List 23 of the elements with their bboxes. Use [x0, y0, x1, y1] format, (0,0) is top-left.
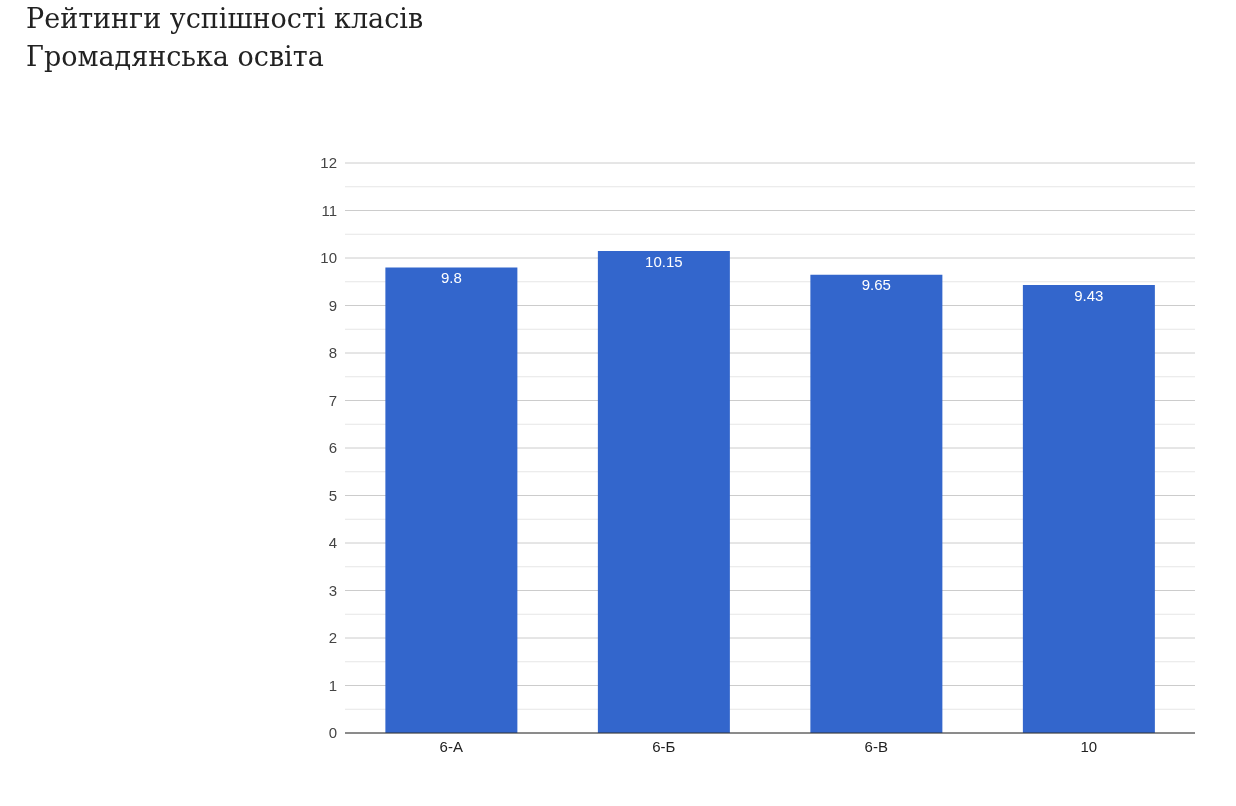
y-tick-label: 4: [328, 534, 337, 552]
y-tick-label: 8: [328, 344, 337, 362]
y-tick-label: 2: [328, 629, 337, 647]
y-tick-label: 10: [320, 249, 337, 267]
x-tick-label: 10: [1080, 737, 1098, 755]
y-tick-label: 11: [321, 201, 337, 219]
x-tick-label: 6-Б: [652, 737, 676, 755]
y-tick-label: 0: [328, 724, 337, 742]
y-tick-label: 1: [328, 676, 337, 694]
data-label: 9.8: [440, 269, 462, 287]
data-label: 9.43: [1074, 286, 1104, 304]
x-tick-label: 6-В: [864, 737, 888, 755]
y-tick-label: 5: [328, 486, 337, 504]
y-tick-label: 12: [320, 154, 337, 172]
data-label: 9.65: [861, 276, 891, 294]
y-tick-label: 3: [328, 581, 337, 599]
chart-subtitle: Громадянська освіта: [26, 40, 325, 74]
data-label: 10.15: [645, 252, 683, 270]
chart-title: Рейтинги успішності класів: [26, 2, 424, 36]
y-tick-label: 9: [328, 296, 337, 314]
y-tick-label: 6: [328, 439, 337, 457]
y-tick-label: 7: [328, 391, 337, 409]
x-tick-label: 6-А: [439, 737, 463, 755]
